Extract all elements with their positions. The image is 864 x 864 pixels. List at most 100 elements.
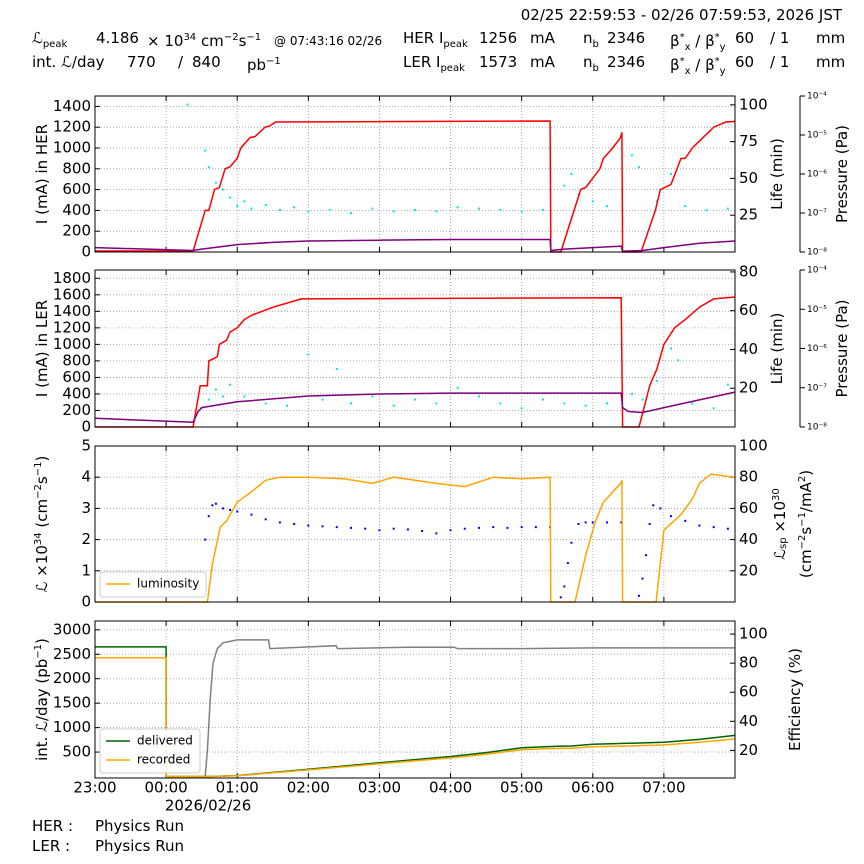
y2-label-part: Efficiency (%)	[786, 648, 804, 751]
y2-label-part: Life (min)	[768, 313, 786, 385]
y-label-part: ℒ ×10	[33, 545, 51, 592]
point	[506, 526, 509, 529]
header-text-sup: *	[679, 56, 685, 67]
y-tick-label: 1000	[53, 139, 91, 157]
y2-tick-label: 80	[739, 654, 758, 672]
point	[638, 166, 640, 169]
y-tick-label: 5	[81, 437, 91, 455]
point	[243, 395, 246, 398]
y-tick-label: 1	[81, 561, 91, 579]
point	[630, 154, 633, 157]
header-item: × 1034 cm−2s−1	[147, 29, 261, 50]
header-text-part: 1573	[479, 53, 518, 71]
point	[236, 205, 239, 208]
point	[435, 210, 438, 213]
point	[392, 210, 395, 213]
point	[328, 208, 331, 211]
y2-tick-label: 20	[739, 561, 758, 579]
point	[335, 368, 338, 371]
y2-tick-label: 75	[739, 132, 758, 150]
header-text-part: n	[583, 53, 593, 71]
x-tick-label: 04:00	[429, 779, 472, 797]
x-tick-label: 23:00	[73, 779, 116, 797]
y-tick-label: 1400	[53, 97, 91, 115]
header-text-part: pb	[247, 56, 267, 74]
plot-frame	[94, 269, 736, 428]
point	[243, 200, 246, 203]
point	[570, 541, 573, 544]
header-text-part: ℒ	[32, 29, 43, 47]
y-label-sup: −1	[33, 644, 44, 659]
header-item: HER Ipeak	[403, 29, 468, 54]
y2-label: ℒsp ×1030	[771, 488, 789, 560]
y3-label: Pressure (Pa)	[833, 125, 851, 223]
point	[577, 523, 580, 525]
point	[264, 204, 267, 207]
point	[463, 527, 466, 530]
y-tick-label: 3000	[53, 620, 91, 638]
y-tick-label: 1000	[53, 718, 91, 736]
header-item: / 1	[770, 29, 789, 47]
header-text-part: β	[670, 32, 680, 50]
header-item: 840	[192, 53, 221, 71]
legend-box	[99, 571, 207, 598]
point	[207, 515, 210, 518]
y-label-sup: −1	[33, 462, 44, 477]
header-item: nb	[583, 53, 599, 78]
header-text-part: / β	[690, 56, 715, 74]
point	[566, 562, 569, 564]
header-text-sub: peak	[443, 39, 468, 50]
header-text-part: int. ℒ/day	[32, 53, 105, 71]
header-text-part: 4.186	[96, 29, 139, 47]
point	[335, 526, 338, 529]
y3-tick-label: 10⁻⁵	[807, 131, 827, 141]
series-line	[95, 296, 736, 428]
x-tick-label: 07:00	[642, 779, 685, 797]
point	[371, 207, 374, 210]
y-label-part: )	[33, 456, 51, 462]
header-text-part: × 10	[147, 32, 184, 50]
point	[229, 196, 232, 199]
point	[378, 529, 381, 532]
point	[641, 577, 644, 580]
header-text-part: β	[670, 56, 680, 74]
point	[655, 200, 658, 203]
y-tick-label: 1600	[53, 285, 91, 303]
footer-text: Physics Run	[95, 817, 185, 835]
x-tick-label: 05:00	[500, 779, 543, 797]
y-tick-label: 200	[62, 222, 91, 240]
header-item: ℒpeak	[32, 29, 67, 54]
point	[478, 207, 480, 210]
header-item: mA	[530, 29, 555, 47]
point	[207, 166, 210, 169]
point	[229, 383, 232, 386]
y-tick-label: 1200	[53, 118, 91, 136]
legend-label: luminosity	[137, 577, 199, 591]
header-item: mm	[816, 29, 845, 47]
point	[520, 407, 523, 410]
point	[250, 513, 253, 516]
header-item: β*x / β*y	[670, 29, 726, 57]
y-tick-label: 200	[62, 401, 91, 419]
x-tick-label: 03:00	[358, 779, 401, 797]
footer-text: LER :	[32, 837, 71, 855]
header-text-sub: x	[684, 42, 691, 53]
point	[392, 527, 395, 530]
header-item: 2346	[607, 29, 645, 47]
plot-frame	[94, 445, 736, 603]
y2-label-part: (cm	[797, 549, 815, 578]
y-tick-label: 1800	[53, 269, 91, 287]
point	[684, 519, 687, 522]
header-item: 1573	[479, 53, 517, 71]
point	[698, 524, 701, 527]
point	[563, 402, 566, 405]
point	[478, 526, 480, 529]
point	[478, 395, 480, 398]
date-label: 2026/02/26	[165, 797, 251, 815]
header-text-part: 2346	[607, 29, 646, 47]
point	[563, 585, 566, 588]
point	[435, 532, 438, 535]
point	[620, 521, 623, 524]
y2-tick-label: 20	[739, 379, 758, 397]
